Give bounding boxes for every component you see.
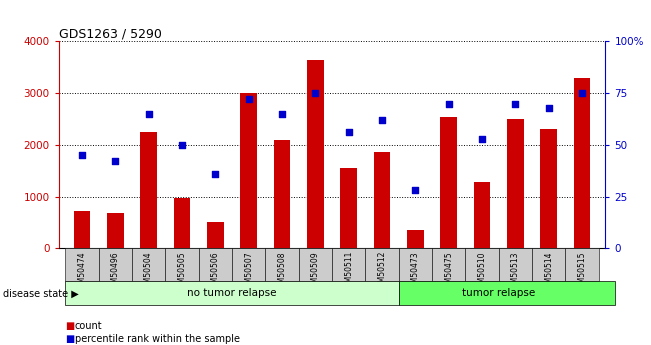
Bar	[398, 281, 615, 305]
Bar	[540, 129, 557, 248]
Bar	[273, 140, 290, 248]
Bar	[199, 248, 232, 281]
Point	[77, 152, 87, 158]
Point	[110, 159, 120, 164]
Text: GSM50504: GSM50504	[144, 251, 153, 293]
Bar	[499, 248, 532, 281]
Text: ■: ■	[65, 321, 74, 331]
Point	[344, 130, 354, 135]
Bar	[365, 248, 398, 281]
Bar	[507, 119, 524, 248]
Bar	[65, 281, 398, 305]
Text: GSM50511: GSM50511	[344, 251, 353, 293]
Text: GDS1263 / 5290: GDS1263 / 5290	[59, 27, 161, 40]
Text: GSM50505: GSM50505	[178, 251, 186, 293]
Bar	[240, 93, 257, 248]
Point	[210, 171, 221, 177]
Point	[177, 142, 187, 148]
Text: GSM50509: GSM50509	[311, 251, 320, 293]
Text: disease state ▶: disease state ▶	[3, 289, 79, 299]
Bar	[74, 210, 90, 248]
Point	[577, 90, 587, 96]
Bar	[266, 248, 299, 281]
Bar	[98, 248, 132, 281]
Bar	[532, 248, 566, 281]
Text: GSM50507: GSM50507	[244, 251, 253, 293]
Bar	[140, 132, 157, 248]
Bar	[299, 248, 332, 281]
Point	[277, 111, 287, 117]
Bar	[65, 248, 98, 281]
Text: ■: ■	[65, 334, 74, 344]
Text: GSM50512: GSM50512	[378, 251, 387, 293]
Bar	[174, 198, 190, 248]
Point	[410, 188, 421, 193]
Point	[544, 105, 554, 110]
Bar	[332, 248, 365, 281]
Point	[477, 136, 487, 141]
Bar	[107, 213, 124, 248]
Point	[143, 111, 154, 117]
Bar	[474, 181, 490, 248]
Bar	[374, 152, 391, 248]
Bar	[440, 117, 457, 248]
Bar	[407, 230, 424, 248]
Text: GSM50515: GSM50515	[577, 251, 587, 293]
Point	[510, 101, 521, 106]
Text: GSM50496: GSM50496	[111, 251, 120, 293]
Bar	[132, 248, 165, 281]
Bar	[566, 248, 599, 281]
Point	[377, 117, 387, 123]
Text: GSM50475: GSM50475	[444, 251, 453, 293]
Text: percentile rank within the sample: percentile rank within the sample	[75, 334, 240, 344]
Text: GSM50473: GSM50473	[411, 251, 420, 293]
Bar	[232, 248, 266, 281]
Text: GSM50513: GSM50513	[511, 251, 520, 293]
Text: count: count	[75, 321, 102, 331]
Text: GSM50474: GSM50474	[77, 251, 87, 293]
Point	[310, 90, 320, 96]
Bar	[207, 222, 224, 248]
Bar	[340, 168, 357, 248]
Text: GSM50510: GSM50510	[478, 251, 486, 293]
Bar	[432, 248, 465, 281]
Bar	[165, 248, 199, 281]
Text: GSM50514: GSM50514	[544, 251, 553, 293]
Bar	[465, 248, 499, 281]
Point	[443, 101, 454, 106]
Text: tumor relapse: tumor relapse	[462, 288, 535, 298]
Bar	[398, 248, 432, 281]
Bar	[574, 78, 590, 248]
Point	[243, 97, 254, 102]
Text: no tumor relapse: no tumor relapse	[187, 288, 277, 298]
Text: GSM50508: GSM50508	[277, 251, 286, 293]
Text: GSM50506: GSM50506	[211, 251, 220, 293]
Bar	[307, 59, 324, 248]
